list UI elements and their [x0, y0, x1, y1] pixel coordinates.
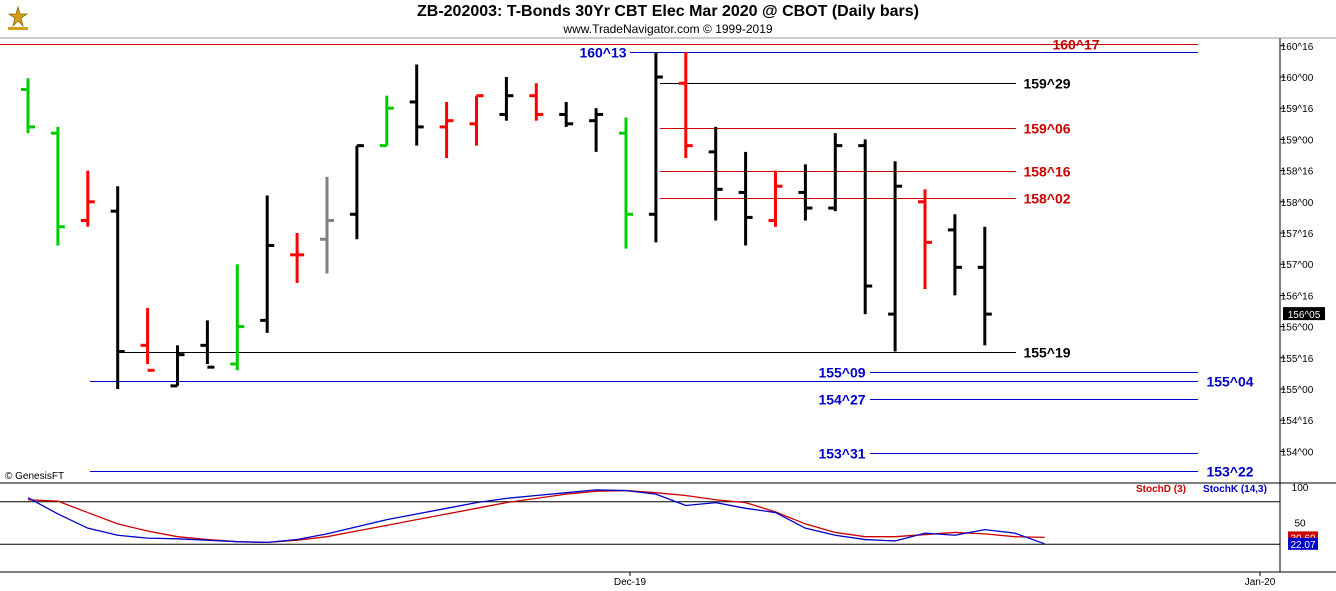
level-label: 155^04 — [1206, 374, 1253, 390]
level-label: 159^06 — [1023, 121, 1070, 137]
chart-title: ZB-202003: T-Bonds 30Yr CBT Elec Mar 202… — [417, 3, 919, 20]
stoch-tick-label: 50 — [1294, 519, 1306, 530]
level-label: 158^02 — [1023, 191, 1070, 207]
price-tick-label: 157^16 — [1281, 229, 1314, 240]
price-tick-label: 160^00 — [1281, 73, 1314, 84]
price-tick-label: 155^16 — [1281, 354, 1314, 365]
price-axis: 160^16 160^00 159^16 159^00 158^16 158^00 157^… — [1280, 42, 1325, 458]
genesis-logo-icon — [4, 4, 32, 32]
last-price-label: 156^05 — [1288, 310, 1321, 321]
ohlc-bar — [619, 117, 633, 249]
price-tick-label: 158^00 — [1281, 198, 1314, 209]
price-tick-label: 154^16 — [1281, 416, 1314, 427]
ohlc-bar — [469, 94, 484, 146]
ohlc-bar — [529, 83, 544, 121]
ohlc-bar — [499, 77, 514, 121]
ohlc-bar — [888, 161, 903, 352]
ohlc-bar — [738, 151, 753, 246]
chart-frame — [0, 37, 1336, 573]
level-label: 153^31 — [818, 446, 865, 462]
level-label: 158^16 — [1023, 164, 1070, 180]
price-tick-label: 159^16 — [1281, 104, 1314, 115]
price-levels: 160^17 160^13 159^29 159^06 158^16 158^02 155^… — [0, 37, 1254, 480]
ohlc-bar — [230, 264, 245, 371]
ohlc-bar — [409, 64, 424, 146]
ohlc-bar — [768, 170, 783, 227]
ohlc-bar — [320, 176, 334, 274]
ohlc-bar — [110, 186, 125, 389]
price-tick-label: 160^16 — [1281, 42, 1314, 53]
price-tick-label: 159^00 — [1281, 135, 1314, 146]
stoch-tick-label: 100 — [1292, 483, 1309, 494]
price-tick-label: 156^00 — [1281, 323, 1314, 334]
stoch-last-label: 22.07 — [1290, 540, 1315, 551]
level-label: 153^22 — [1206, 464, 1253, 480]
time-tick-label: Jan-20 — [1245, 577, 1276, 588]
level-label: 155^19 — [1023, 345, 1070, 361]
ohlc-bar — [918, 189, 932, 290]
level-label: 159^29 — [1023, 76, 1070, 92]
time-tick-label: Dec-19 — [614, 577, 647, 588]
ohlc-bar — [260, 195, 275, 333]
ohlc-bar — [559, 101, 574, 127]
level-label: 160^13 — [579, 45, 626, 61]
price-tick-label: 158^16 — [1281, 167, 1314, 178]
ohlc-bar — [290, 233, 305, 283]
ohlc-bar — [858, 139, 873, 315]
ohlc-bar — [170, 345, 185, 388]
ohlc-bars — [21, 52, 992, 389]
legend-stoch-k: StochK (14,3) — [1203, 484, 1267, 495]
price-tick-label: 155^00 — [1281, 385, 1314, 396]
ohlc-bar — [828, 133, 843, 212]
ohlc-bar — [439, 101, 454, 159]
ohlc-bar — [648, 52, 663, 243]
last-price-box — [1283, 307, 1325, 321]
level-label: 155^09 — [818, 365, 865, 381]
ohlc-bar — [977, 226, 992, 346]
ohlc-bar — [349, 144, 364, 240]
price-tick-label: 154^00 — [1281, 447, 1314, 458]
ohlc-bar — [50, 126, 65, 246]
price-tick-label: 156^16 — [1281, 291, 1314, 302]
ohlc-bar — [200, 320, 215, 369]
ohlc-bar — [708, 126, 723, 221]
ohlc-bar — [678, 52, 693, 159]
stoch-series-line — [27, 489, 1045, 544]
copyright-label: © GenesisFT — [5, 471, 64, 482]
chart-subtitle: www.TradeNavigator.com © 1999-2019 — [563, 22, 773, 36]
ohlc-bar — [798, 164, 813, 221]
ohlc-bar — [589, 108, 604, 152]
ohlc-bar — [379, 95, 394, 148]
stoch-last-box — [1288, 537, 1318, 550]
time-axis: Dec-19 Jan-20 — [614, 572, 1276, 588]
level-label: 154^27 — [818, 392, 865, 408]
ohlc-bar — [21, 78, 35, 134]
ohlc-bar — [947, 214, 962, 296]
level-label: 160^17 — [1052, 37, 1099, 53]
ohlc-bar — [80, 170, 95, 227]
price-tick-label: 157^00 — [1281, 260, 1314, 271]
stoch-series-line — [27, 489, 1045, 545]
ohlc-bar — [140, 307, 155, 372]
legend-stoch-d: StochD (3) — [1136, 484, 1186, 495]
